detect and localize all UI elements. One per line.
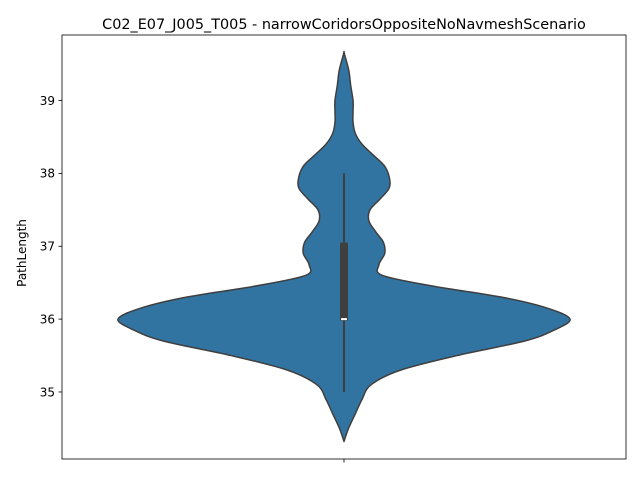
chart-title: C02_E07_J005_T005 - narrowCoridorsOpposi… bbox=[102, 17, 586, 33]
y-axis-label: PathLength bbox=[15, 219, 29, 287]
y-tick-label: 37 bbox=[40, 240, 55, 254]
iqr-box bbox=[340, 242, 348, 321]
y-tick-label: 35 bbox=[40, 385, 55, 399]
y-tick-label: 36 bbox=[40, 312, 55, 326]
y-tick-label: 38 bbox=[40, 167, 55, 181]
plot-area: 35 36 37 38 39 bbox=[40, 34, 627, 463]
y-tick-label: 39 bbox=[40, 94, 55, 108]
median-marker bbox=[341, 318, 347, 321]
